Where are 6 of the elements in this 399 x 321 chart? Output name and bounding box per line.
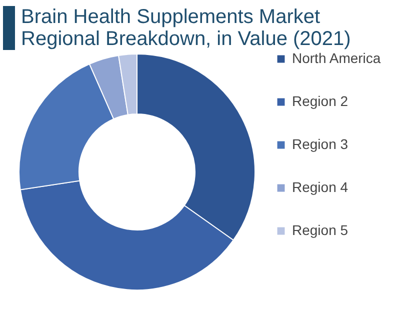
legend-label: Region 3 bbox=[292, 136, 348, 152]
chart-title: Brain Health Supplements Market Regional Breakdown, in Value (2021) bbox=[21, 6, 352, 50]
legend-label: Region 5 bbox=[292, 222, 348, 238]
legend-label: Region 2 bbox=[292, 93, 348, 109]
legend-label: Region 4 bbox=[292, 179, 348, 195]
legend-label: North America bbox=[292, 50, 381, 66]
